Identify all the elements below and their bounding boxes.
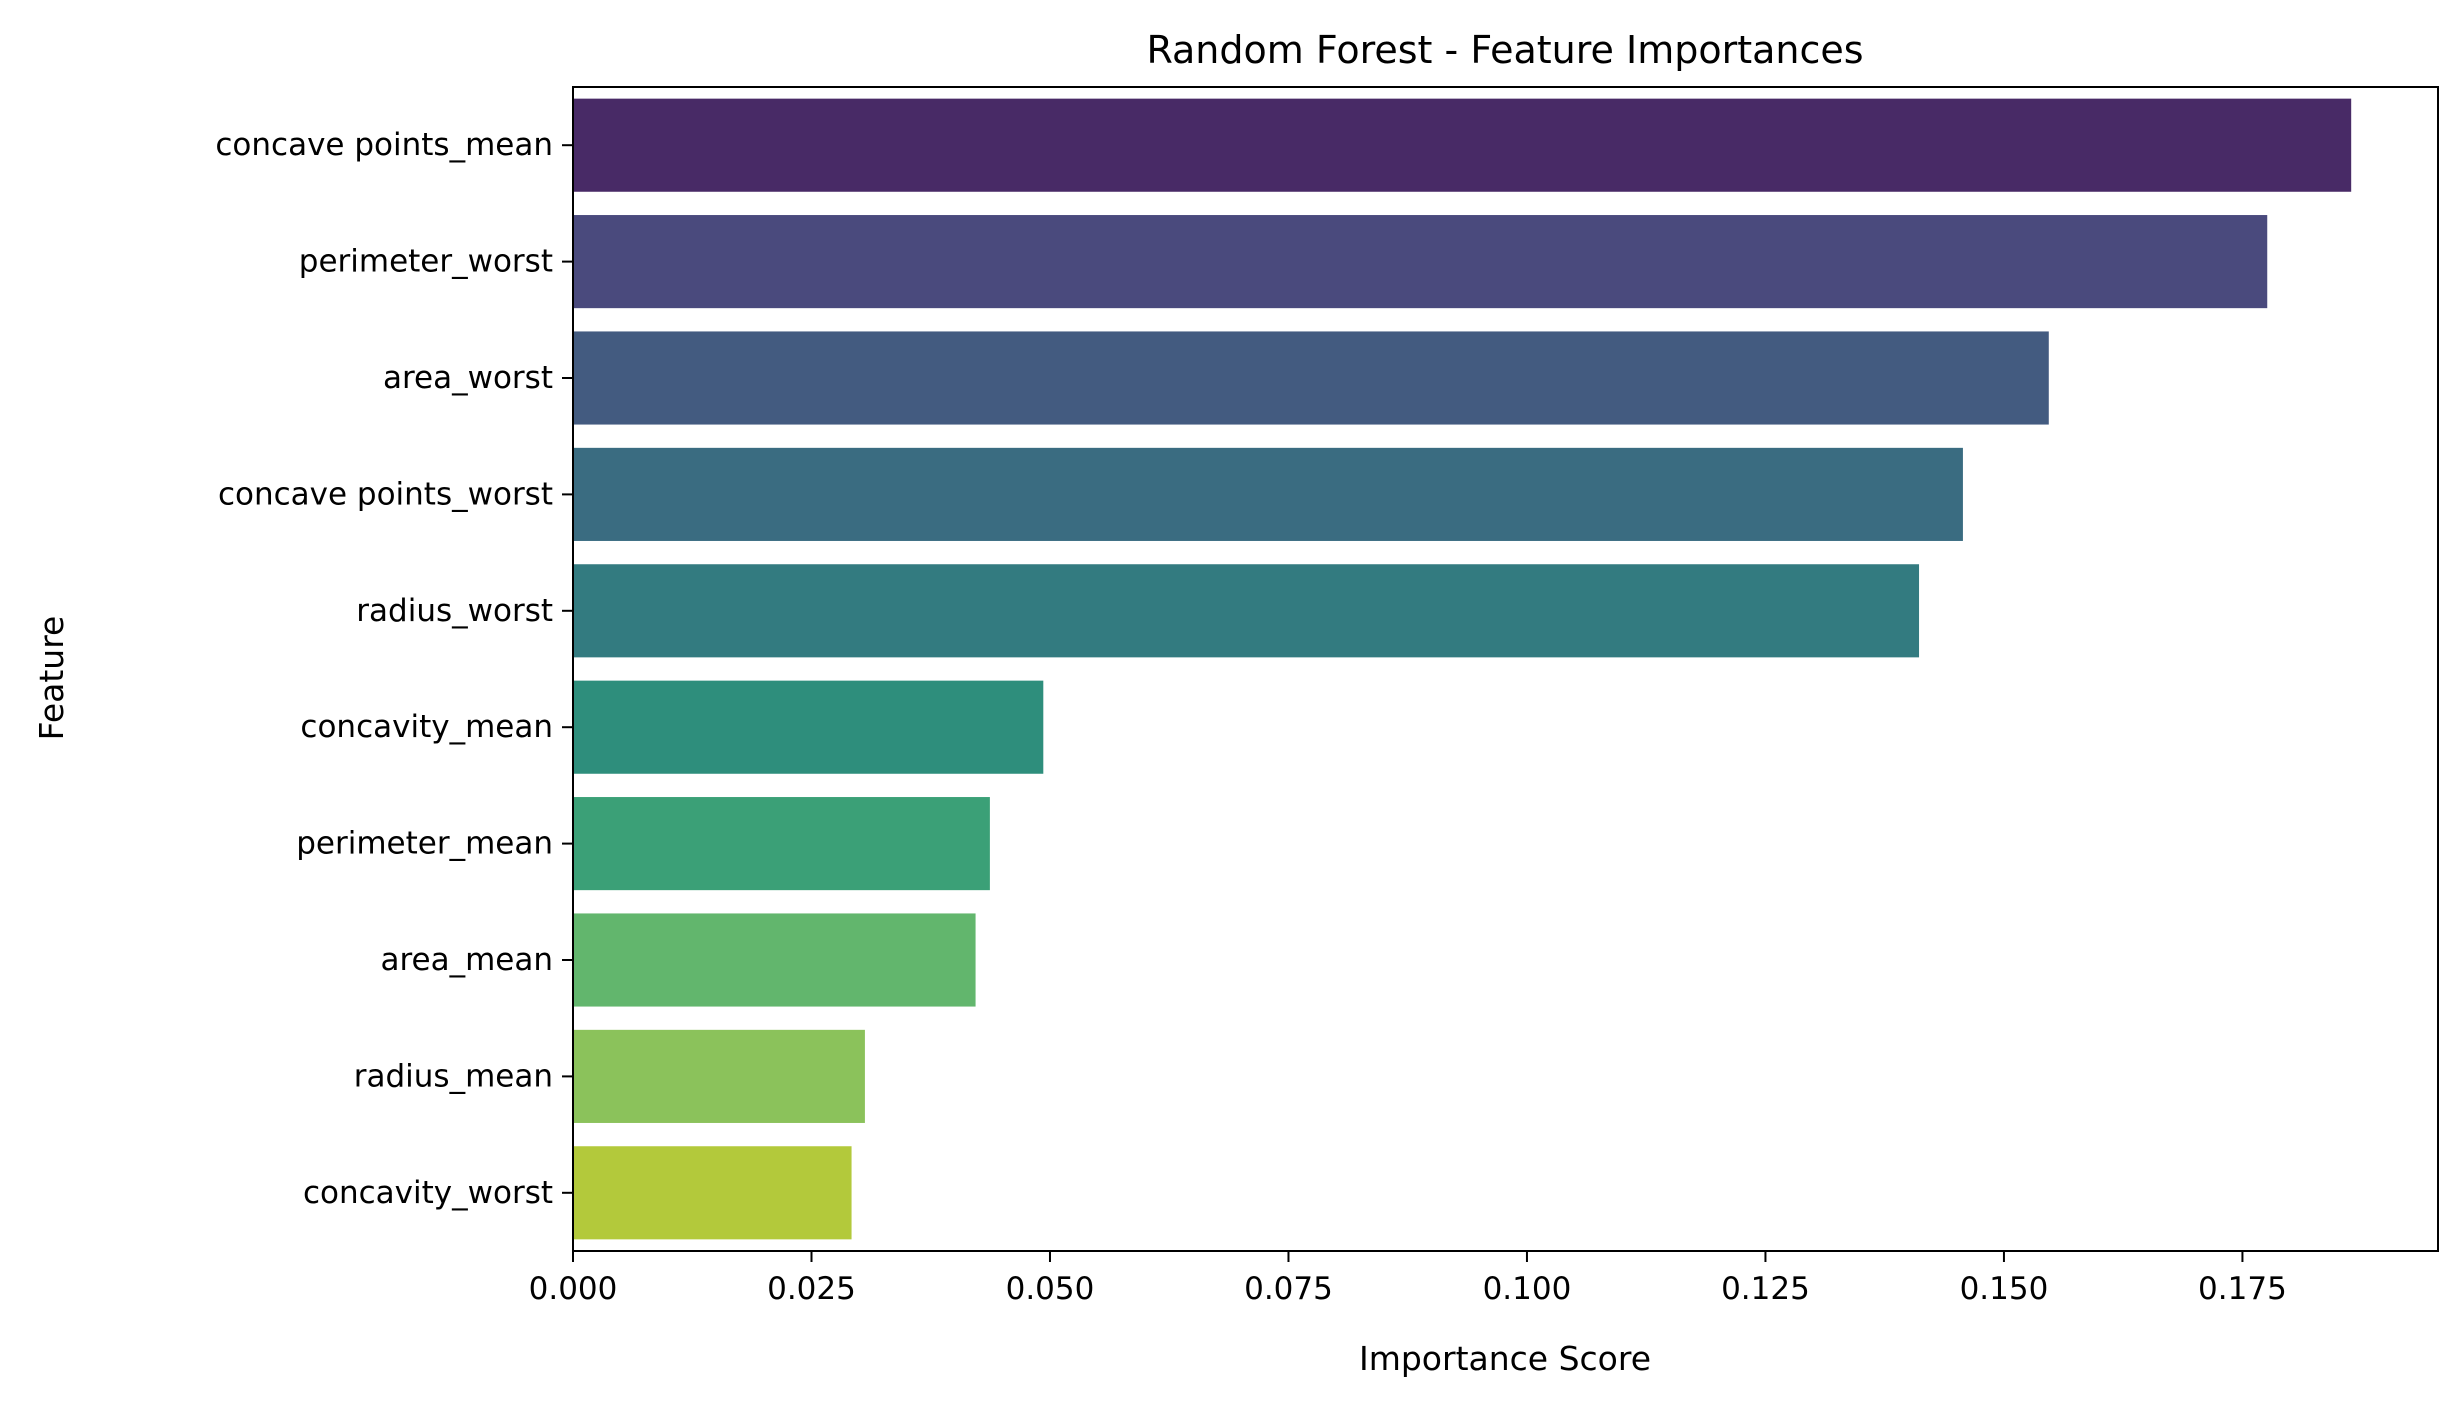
x-tick-label: 0.125 [1721, 1271, 1810, 1307]
bar-concave-points-mean [573, 98, 2352, 192]
y-tick-label: radius_mean [354, 1058, 553, 1094]
x-tick-label: 0.075 [1244, 1271, 1333, 1307]
bar-perimeter-worst [573, 215, 2268, 309]
y-tick-label: concave points_mean [215, 127, 553, 163]
bar-area-worst [573, 331, 2049, 425]
x-axis-ticks: 0.000 0.025 0.050 0.075 0.100 0.125 0.150 0.175 [529, 1251, 2287, 1307]
y-tick-label: concavity_worst [303, 1175, 553, 1211]
bar-perimeter-mean [573, 797, 990, 891]
bar-concavity-mean [573, 680, 1044, 774]
y-tick-label: concavity_mean [300, 709, 553, 745]
y-axis-ticks: concave points_mean perimeter_worst area_w… [215, 127, 573, 1211]
bar-area-mean [573, 913, 976, 1007]
x-tick-label: 0.175 [2198, 1271, 2287, 1307]
bars [573, 98, 2352, 1240]
bar-radius-mean [573, 1029, 865, 1123]
x-tick-label: 0.025 [767, 1271, 856, 1307]
plot-frame [572, 86, 2439, 1252]
x-tick-label: 0.150 [1960, 1271, 2049, 1307]
y-tick-label: perimeter_worst [299, 244, 553, 280]
bar-concavity-worst [573, 1146, 852, 1240]
y-tick-label: concave points_worst [218, 476, 553, 512]
x-tick-label: 0.100 [1483, 1271, 1572, 1307]
y-axis-label: Feature [32, 616, 71, 741]
x-tick-label: 0.050 [1006, 1271, 1095, 1307]
x-axis-label: Importance Score [1359, 1339, 1651, 1378]
y-tick-label: area_mean [380, 942, 553, 978]
bar-radius-worst [573, 564, 1920, 658]
y-tick-label: radius_worst [356, 593, 553, 629]
x-tick-label: 0.000 [529, 1271, 618, 1307]
y-tick-label: area_worst [383, 360, 553, 396]
chart-title: Random Forest - Feature Importances [1146, 28, 1863, 72]
bar-concave-points-worst [573, 447, 1963, 541]
y-tick-label: perimeter_mean [296, 826, 553, 862]
